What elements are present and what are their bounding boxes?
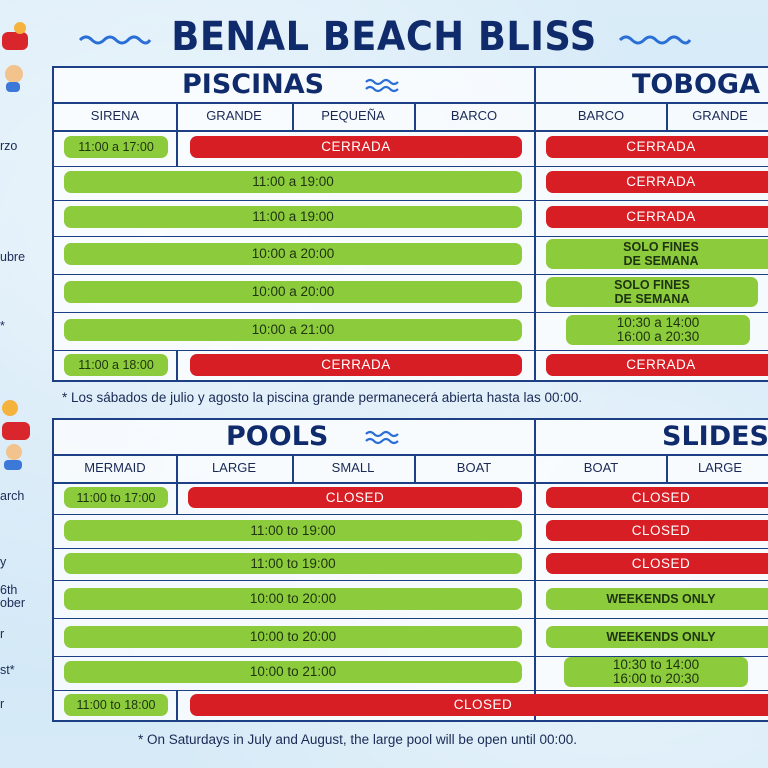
table-row: 11:00 a 19:00 CERRADA [54,200,768,237]
col-header: SIRENA [90,108,140,123]
closed-pill: CLOSED [188,487,522,508]
pools-group-title: POOLS [226,421,329,452]
table-row: 10:00 a 20:00 SOLO FINES DE SEMANA [54,236,768,275]
col-header: LARGE [697,460,743,475]
page-title: BENAL BEACH BLISS [171,14,597,60]
col-header: BOAT [583,460,619,475]
row-label: rzo [0,139,18,153]
table-row: 10:00 to 20:00 WEEKENDS ONLY [54,580,768,619]
table-row: 10:00 to 20:00 WEEKENDS ONLY [54,618,768,657]
spanish-schedule-table: PISCINAS TOBOGA SIRENA GRANDE PEQUEÑA BA… [52,66,768,382]
hours-pill: 11:00 to 18:00 [64,694,168,716]
col-header: SMALL [331,460,375,475]
hours-pill: 10:00 to 20:00 [64,588,522,610]
row-label: r [0,627,5,641]
section-header: POOLS SLIDES [54,420,768,456]
table-row: 11:00 to 19:00 CLOSED [54,514,768,549]
closed-pill: CERRADA [546,354,768,376]
slides-group-title: TOBOGA [632,69,760,100]
hours-pill: 10:30 a 14:00 16:00 a 20:30 [566,315,750,345]
col-header: BARCO [577,108,625,123]
row-label: arch [0,489,25,503]
section-header: PISCINAS TOBOGA [54,68,768,104]
closed-pill: CERRADA [546,206,768,228]
divider [534,420,536,720]
table-row: 11:00 a 18:00 CERRADA CERRADA [54,350,768,382]
divider [534,68,536,380]
hours-pill: 10:00 a 20:00 [64,243,522,265]
hours-pill: 11:00 to 19:00 [64,553,522,574]
col-header: BOAT [456,460,492,475]
swimmer-icon [0,18,34,103]
row-label: 6th ober [0,583,26,610]
closed-pill: CERRADA [546,171,768,193]
col-header: GRANDE [692,108,748,123]
table-row: 11:00 a 17:00 CERRADA CERRADA [54,130,768,167]
closed-pill: CERRADA [546,136,768,158]
hours-pill: 11:00 a 18:00 [64,354,168,376]
wave-icon [618,32,692,46]
hours-pill: 11:00 to 17:00 [64,487,168,508]
closed-pill: CLOSED [546,487,768,508]
hours-pill: 10:00 to 21:00 [64,661,522,683]
hours-pill: 11:00 a 19:00 [64,171,522,193]
col-header: PEQUEÑA [321,108,385,123]
table-row: 10:00 a 21:00 10:30 a 14:00 16:00 a 20:3… [54,312,768,351]
table-row: 10:00 to 21:00 10:30 to 14:00 16:00 to 2… [54,656,768,691]
pools-group-title: PISCINAS [182,69,325,100]
hours-pill: 10:00 a 20:00 [64,281,522,303]
column-headers: SIRENA GRANDE PEQUEÑA BARCO BARCO GRANDE [54,102,768,132]
row-label: r [0,697,5,711]
footnote: * On Saturdays in July and August, the l… [138,732,578,747]
hours-pill: 11:00 a 19:00 [64,206,522,228]
hours-pill: 11:00 a 17:00 [64,136,168,158]
row-label: * [0,319,5,333]
table-row: 11:00 to 19:00 CLOSED [54,548,768,581]
wave-icon [364,428,400,446]
closed-pill: CLOSED [190,694,768,716]
closed-pill: CERRADA [190,136,522,158]
header: BENAL BEACH BLISS [0,10,768,62]
weekends-pill: SOLO FINES DE SEMANA [546,277,758,307]
weekends-pill: WEEKENDS ONLY [546,588,768,610]
table-row: 11:00 a 19:00 CERRADA [54,166,768,201]
hours-pill: 10:00 to 20:00 [64,626,522,648]
table-row: 10:00 a 20:00 SOLO FINES DE SEMANA [54,274,768,313]
row-label: st* [0,663,15,677]
closed-pill: CLOSED [546,553,768,574]
col-header: BARCO [450,108,498,123]
wave-icon [78,32,152,46]
col-header: LARGE [211,460,257,475]
slides-group-title: SLIDES [662,421,768,452]
hours-pill: 10:00 a 21:00 [64,319,522,341]
weekends-pill: WEEKENDS ONLY [546,626,768,648]
english-schedule-table: POOLS SLIDES MERMAID LARGE SMALL BOAT BO… [52,418,768,722]
hours-pill: 10:30 to 14:00 16:00 to 20:30 [564,657,748,687]
hours-pill: 11:00 to 19:00 [64,520,522,541]
swimmer-icon [0,392,34,479]
row-label: y [0,555,7,569]
closed-pill: CLOSED [546,520,768,541]
col-header: MERMAID [84,460,146,475]
closed-pill: CERRADA [190,354,522,376]
footnote: * Los sábados de julio y agosto la pisci… [62,390,583,405]
col-header: GRANDE [206,108,262,123]
weekends-pill: SOLO FINES DE SEMANA [546,239,768,269]
column-headers: MERMAID LARGE SMALL BOAT BOAT LARGE [54,454,768,484]
row-label: ubre [0,250,26,264]
wave-icon [364,76,400,94]
table-row: 11:00 to 18:00 CLOSED [54,690,768,722]
table-row: 11:00 to 17:00 CLOSED CLOSED [54,482,768,515]
